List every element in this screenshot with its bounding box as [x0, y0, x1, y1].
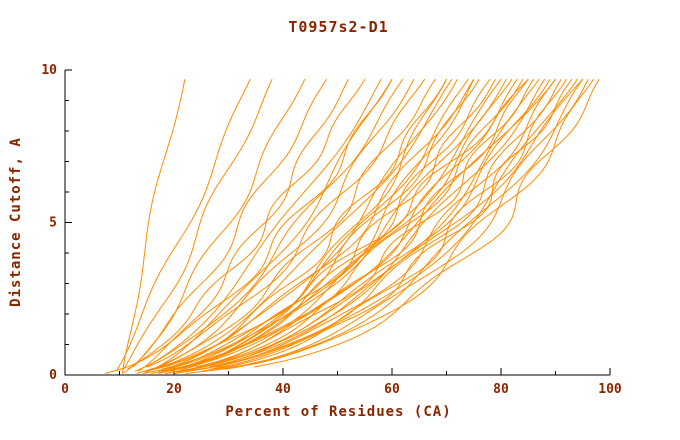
model-curve-model-32 — [216, 78, 556, 368]
y-tick-label: 10 — [41, 63, 57, 78]
model-curve-model-42 — [145, 78, 529, 372]
model-curve-model-36 — [213, 78, 578, 368]
model-curve-model-11 — [153, 78, 415, 370]
model-curve-model-33 — [165, 78, 562, 374]
model-curve-model-03 — [123, 78, 273, 370]
x-tick-label: 40 — [275, 382, 291, 397]
y-tick-label: 5 — [49, 216, 57, 231]
model-curve-model-12 — [146, 78, 426, 368]
model-curve-model-39 — [225, 78, 595, 370]
model-curve-model-02 — [115, 78, 251, 372]
model-curve-model-24 — [188, 78, 513, 368]
model-curve-model-06 — [138, 78, 349, 372]
model-curve-model-28 — [195, 78, 535, 368]
model-curve-model-43 — [173, 78, 556, 370]
model-curve-model-21 — [142, 78, 497, 374]
model-curve-model-01 — [121, 79, 186, 374]
model-curve-model-20 — [187, 78, 491, 368]
model-curve-model-41 — [104, 78, 393, 374]
model-curve-model-34 — [201, 78, 567, 372]
model-curve-model-10 — [134, 78, 404, 372]
x-axis-label: Percent of Residues (CA) — [225, 404, 452, 420]
model-curve-model-38 — [204, 78, 589, 372]
model-curve-model-37 — [185, 78, 584, 374]
model-curve-model-40 — [254, 78, 600, 368]
chart-title: T0957s2-D1 — [288, 18, 389, 36]
model-curve-model-05 — [122, 78, 328, 374]
x-tick-label: 20 — [166, 382, 182, 397]
model-curve-model-26 — [160, 78, 524, 372]
model-curve-model-45 — [150, 78, 475, 374]
model-curve-model-44 — [209, 78, 584, 368]
model-curve-model-07 — [127, 78, 366, 370]
model-curve-model-09 — [142, 78, 393, 374]
x-tick-label: 0 — [61, 382, 69, 397]
model-curve-model-46 — [176, 78, 447, 372]
model-curve-model-18 — [146, 78, 475, 372]
x-tick-label: 60 — [384, 382, 400, 397]
model-curve-model-35 — [210, 78, 573, 370]
model-curve-model-22 — [169, 78, 502, 372]
model-curve-model-13 — [136, 78, 437, 374]
model-curve-model-04 — [132, 78, 306, 368]
x-tick-label: 80 — [493, 382, 509, 397]
model-curve-model-14 — [158, 78, 447, 372]
y-tick-label: 0 — [49, 368, 57, 383]
model-curve-model-08 — [145, 78, 382, 368]
model-curve-model-30 — [180, 78, 546, 372]
x-tick-label: 100 — [598, 382, 622, 397]
model-curve-model-17 — [158, 78, 469, 374]
